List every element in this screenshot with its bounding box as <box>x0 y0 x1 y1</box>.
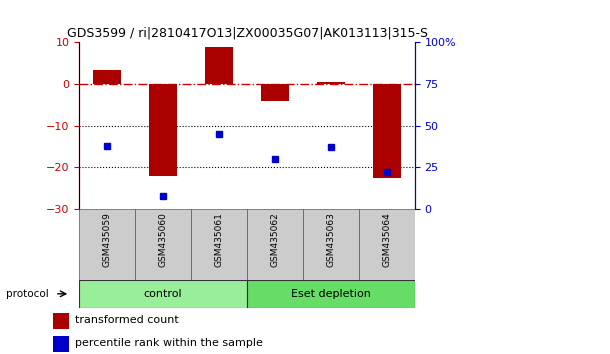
Text: GSM435063: GSM435063 <box>326 212 336 267</box>
Bar <box>53 313 69 329</box>
Text: protocol: protocol <box>6 289 49 299</box>
Title: GDS3599 / ri|2810417O13|ZX00035G07|AK013113|315-S: GDS3599 / ri|2810417O13|ZX00035G07|AK013… <box>66 27 428 40</box>
Bar <box>135 209 191 280</box>
Bar <box>303 209 359 280</box>
Bar <box>261 84 289 101</box>
Bar <box>205 47 233 84</box>
Bar <box>247 209 303 280</box>
Text: GSM435061: GSM435061 <box>215 212 224 267</box>
Bar <box>79 280 247 308</box>
Bar <box>149 84 177 176</box>
Bar <box>53 336 69 352</box>
Bar <box>191 209 247 280</box>
Text: GSM435062: GSM435062 <box>270 212 279 267</box>
Text: GSM435060: GSM435060 <box>159 212 168 267</box>
Text: GSM435064: GSM435064 <box>382 212 392 267</box>
Text: Eset depletion: Eset depletion <box>291 289 371 299</box>
Bar <box>373 84 401 178</box>
Bar <box>359 209 415 280</box>
Text: percentile rank within the sample: percentile rank within the sample <box>74 338 262 348</box>
Bar <box>317 82 345 84</box>
Bar <box>93 69 121 84</box>
Bar <box>79 209 135 280</box>
Text: transformed count: transformed count <box>74 315 178 325</box>
Text: GSM435059: GSM435059 <box>102 212 112 267</box>
Text: control: control <box>144 289 182 299</box>
Bar <box>247 280 415 308</box>
